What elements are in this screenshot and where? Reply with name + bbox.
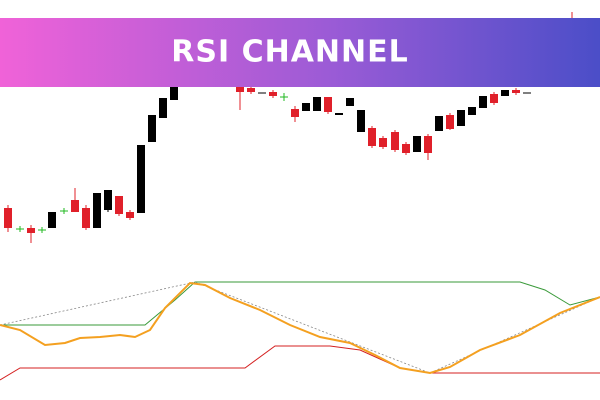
candle-body [4,208,12,228]
candle-body [159,98,167,118]
candle-body [82,208,90,228]
candle-body [446,115,454,129]
candle-body [104,190,112,210]
candle-body [71,200,79,212]
candle-body [126,212,134,218]
candle-body [490,94,498,103]
candle-body [137,145,145,213]
candle-body [457,110,465,126]
candle-body [236,87,244,92]
candle-body [346,98,354,106]
rsi-line [0,281,600,375]
candle-body [313,97,321,111]
upper-channel [0,281,600,326]
candle-body [402,144,410,153]
candle-body [512,90,520,93]
candle-body [468,107,476,115]
candle-body [247,88,255,92]
candle-body [479,96,487,108]
lower-channel [0,345,600,381]
candle-body [170,85,178,100]
candle-body [379,138,387,147]
candle-body [291,109,299,117]
candle-body [435,116,443,131]
candle-body [27,228,35,233]
candle-body [115,196,123,214]
candle-body [501,90,509,96]
candle-body [324,97,332,112]
candle-body [269,92,277,96]
candle-body [48,212,56,228]
banner [0,18,600,87]
candle-body [93,193,101,228]
candle-body [148,115,156,142]
candle-body [335,113,343,115]
candle-body [302,103,310,111]
candles [4,12,576,243]
candle-body [424,136,432,153]
candle-body [391,132,399,150]
banner-title: RSI CHANNEL [171,35,408,70]
candle-body [357,110,365,132]
candle-body [413,136,421,152]
candle-body [368,128,376,146]
indicator [0,281,600,381]
trend-dotted [0,281,600,374]
